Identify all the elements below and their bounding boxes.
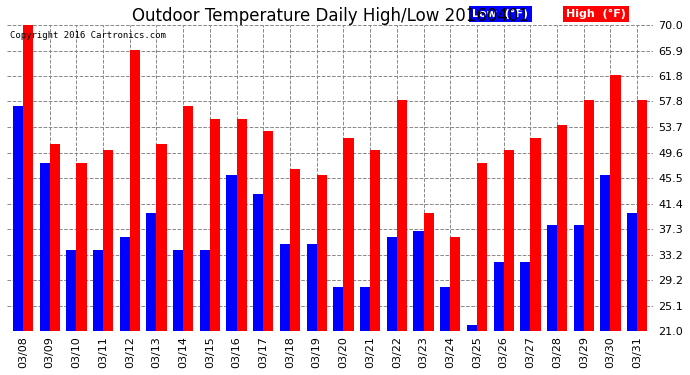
Bar bbox=[467, 325, 477, 331]
Bar bbox=[210, 119, 220, 331]
Bar bbox=[199, 250, 210, 331]
Bar bbox=[50, 144, 60, 331]
Bar bbox=[424, 213, 434, 331]
Bar bbox=[333, 288, 344, 331]
Bar bbox=[370, 150, 380, 331]
Bar bbox=[173, 250, 183, 331]
Bar bbox=[397, 100, 407, 331]
Bar bbox=[39, 162, 50, 331]
Bar bbox=[280, 244, 290, 331]
Bar bbox=[226, 175, 237, 331]
Bar bbox=[504, 150, 514, 331]
Bar bbox=[637, 100, 647, 331]
Bar bbox=[119, 237, 130, 331]
Bar bbox=[547, 225, 557, 331]
Bar bbox=[264, 131, 273, 331]
Bar bbox=[237, 119, 247, 331]
Bar bbox=[344, 138, 353, 331]
Bar bbox=[93, 250, 103, 331]
Bar bbox=[573, 225, 584, 331]
Bar bbox=[611, 75, 620, 331]
Bar bbox=[66, 250, 77, 331]
Bar bbox=[413, 231, 424, 331]
Bar bbox=[146, 213, 157, 331]
Bar bbox=[493, 262, 504, 331]
Bar bbox=[23, 25, 33, 331]
Bar bbox=[253, 194, 264, 331]
Bar bbox=[477, 162, 487, 331]
Bar bbox=[520, 262, 531, 331]
Bar bbox=[386, 237, 397, 331]
Bar bbox=[13, 106, 23, 331]
Bar bbox=[183, 106, 193, 331]
Bar bbox=[557, 125, 567, 331]
Bar bbox=[103, 150, 113, 331]
Bar bbox=[157, 144, 167, 331]
Text: Low  (°F): Low (°F) bbox=[472, 9, 529, 19]
Bar bbox=[600, 175, 611, 331]
Bar bbox=[360, 288, 370, 331]
Bar bbox=[440, 288, 451, 331]
Bar bbox=[627, 213, 637, 331]
Title: Outdoor Temperature Daily High/Low 20160401: Outdoor Temperature Daily High/Low 20160… bbox=[132, 7, 529, 25]
Bar bbox=[531, 138, 540, 331]
Bar bbox=[584, 100, 594, 331]
Text: Copyright 2016 Cartronics.com: Copyright 2016 Cartronics.com bbox=[10, 31, 166, 40]
Text: High  (°F): High (°F) bbox=[566, 9, 626, 19]
Bar bbox=[451, 237, 460, 331]
Bar bbox=[77, 162, 86, 331]
Bar bbox=[306, 244, 317, 331]
Bar bbox=[317, 175, 327, 331]
Bar bbox=[290, 169, 300, 331]
Bar bbox=[130, 50, 140, 331]
